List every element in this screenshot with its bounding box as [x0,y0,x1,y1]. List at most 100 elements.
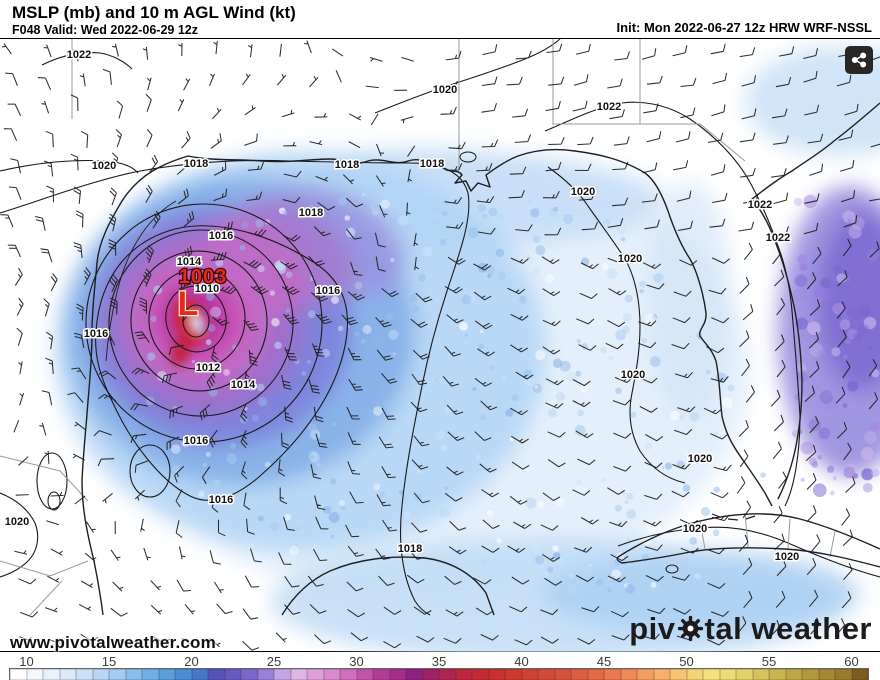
pressure-contour-label: 1018 [335,159,359,171]
colorbar-cell [125,669,142,680]
map-area: 1022 1020 1018 1018 1018 1020 1022 1020 1018 1016… [0,38,880,653]
colorbar-cell [653,669,670,680]
pressure-contour-label: 1022 [67,49,91,61]
pressure-contour-label: 1022 [748,199,772,211]
wind-barbs [0,40,880,651]
pressure-contour-label: 1016 [84,328,108,340]
colorbar-cell [307,669,324,680]
colorbar-cell [505,669,522,680]
map-header: MSLP (mb) and 10 m AGL Wind (kt) F048 Va… [0,0,880,38]
wind-speckle-texture [145,192,880,596]
colorbar-cell [43,669,60,680]
contour-labels: 1022 1020 1018 1018 1018 1020 1022 1020 1018 1016… [3,48,800,565]
pressure-contour-label: 1020 [688,453,712,465]
colorbar-cell [422,669,439,680]
map-title: MSLP (mb) and 10 m AGL Wind (kt) [12,3,296,22]
colorbar-cell [769,669,786,680]
pressure-contour-label: 1010 [195,283,219,295]
pressure-contour-label: 1014 [231,379,256,391]
colorbar-cell [406,669,423,680]
colorbar-cell [587,669,604,680]
pressure-contour-label: 1016 [209,230,233,242]
colorbar-cell [389,669,406,680]
pressure-contour-label: 1022 [766,232,790,244]
colorbar-cell [175,669,192,680]
logo-text-left: piv [629,611,676,646]
pressure-contour-label: 1016 [209,494,233,506]
colorbar-cell [571,669,588,680]
colorbar-cell [703,669,720,680]
pressure-contour-label: 1016 [184,435,208,447]
colorbar-cell [191,669,208,680]
colorbar-cell [224,669,241,680]
colorbar-tick-label: 55 [761,654,777,669]
colorbar-cell [620,669,637,680]
colorbar-cell [257,669,274,680]
colorbar-cell [752,669,769,680]
pressure-contour-label: 1020 [433,84,457,96]
weather-map: 1022 1020 1018 1018 1018 1020 1022 1020 1018 1016… [0,39,880,653]
gear-icon [677,614,704,650]
pressure-contour-label: 1018 [184,158,208,170]
colorbar-cells [9,668,869,680]
colorbar-cell [59,669,76,680]
pressure-contour-label: 1018 [299,207,323,219]
colorbar-tick-label: 35 [431,654,447,669]
colorbar-cell [604,669,621,680]
init-time-label: Init: Mon 2022-06-27 12z HRW WRF-NSSL [616,20,872,35]
colorbar-cell [686,669,703,680]
colorbar-cell [670,669,687,680]
pressure-contour-label: 1020 [683,523,707,535]
colorbar-cell [785,669,802,680]
pressure-contour-label: 1022 [597,101,621,113]
colorbar-cell [373,669,390,680]
colorbar-cell [158,669,175,680]
colorbar-tick-label: 30 [349,654,364,669]
colorbar-cell [637,669,654,680]
valid-time-label: F048 Valid: Wed 2022-06-29 12z [12,23,198,37]
colorbar-cell [736,669,753,680]
colorbar-tick-label: 45 [596,654,612,669]
colorbar-cell [142,669,159,680]
pressure-contour-label: 1020 [92,160,116,172]
colorbar-cell [241,669,258,680]
share-icon [851,52,867,68]
pressure-contour-label: 1020 [618,253,642,265]
watermark: www.pivotalweather.com [10,633,216,652]
pressure-contour-label: 1020 [621,369,645,381]
colorbar-cell [851,669,868,680]
pressure-contour-label: 1012 [196,362,220,374]
colorbar-cell [835,669,852,680]
colorbar-cell [274,669,291,680]
wind-speed-colorbar: 10 15 20 25 30 35 40 45 50 55 60 [0,652,880,680]
colorbar-cell [323,669,340,680]
colorbar-cell [92,669,109,680]
colorbar-cell [439,669,456,680]
colorbar-cell [521,669,538,680]
colorbar-cell [10,669,27,680]
pressure-contour-label: 1020 [5,516,29,528]
colorbar-tick-label: 50 [679,654,694,669]
colorbar-cell [76,669,93,680]
wind-barb-glyphs [0,40,880,651]
pressure-contours [0,39,880,616]
colorbar-cell [818,669,835,680]
colorbar-cell [208,669,225,680]
colorbar-cell [488,669,505,680]
colorbar-tick-label: 60 [844,654,859,669]
colorbar-tick-label: 10 [19,654,34,669]
colorbar-tick-label: 40 [514,654,529,669]
low-pressure-value: 1003 [179,266,228,288]
coastlines [81,102,880,616]
pressure-contour-label: 1018 [420,158,444,170]
low-pressure-symbol: L [178,285,199,323]
colorbar-cell [554,669,571,680]
pressure-contour-label: 1014 [177,256,202,268]
colorbar-tick-label: 25 [266,654,282,669]
colorbar-cell [472,669,489,680]
colorbar-cell [802,669,819,680]
share-button[interactable] [845,46,873,74]
colorbar-cell [538,669,555,680]
colorbar-cell [290,669,307,680]
